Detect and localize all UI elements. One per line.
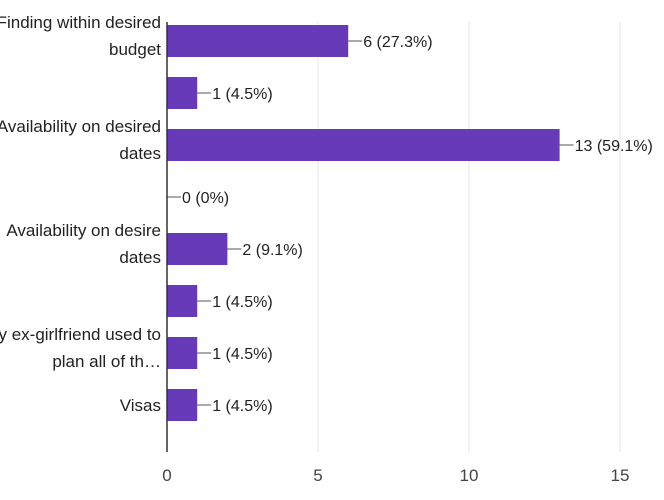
data-label: 2 (9.1%)	[242, 242, 302, 259]
category-label: Visas	[120, 396, 161, 415]
x-tick-label: 5	[313, 466, 322, 485]
category-label-line: Availability on desire	[6, 221, 161, 240]
bar	[167, 233, 228, 265]
category-label-line: budget	[109, 40, 161, 59]
x-tick-label: 0	[162, 466, 171, 485]
bar	[167, 77, 198, 109]
category-labels: Finding within desired budget Availability…	[0, 13, 161, 415]
data-label: 1 (4.5%)	[212, 86, 272, 103]
x-tick-label: 15	[611, 466, 630, 485]
data-label: 1 (4.5%)	[212, 294, 272, 311]
category-label-line: dates	[119, 248, 161, 267]
data-label: 6 (27.3%)	[363, 34, 432, 51]
category-label: Finding within desired budget	[0, 13, 161, 59]
data-label: 1 (4.5%)	[212, 398, 272, 415]
category-label-line: dates	[119, 144, 161, 163]
bar	[167, 285, 198, 317]
bar	[167, 129, 560, 161]
category-label: Availability on desire dates	[6, 221, 161, 267]
category-label-line: plan all of th…	[52, 352, 161, 371]
category-label-line: My ex-girlfriend used to	[0, 325, 161, 344]
bars: 6 (27.3%) 1 (4.5%) 13 (59.1%) 0 (0%) 2 (9.1%…	[167, 25, 653, 421]
category-label-line: Visas	[120, 396, 161, 415]
bar	[167, 337, 198, 369]
data-label: 0 (0%)	[182, 190, 229, 207]
bar	[167, 25, 349, 57]
category-label: Availability on desired dates	[0, 117, 161, 163]
x-tick-label: 10	[460, 466, 479, 485]
gridlines	[317, 22, 621, 452]
data-label: 1 (4.5%)	[212, 346, 272, 363]
bar	[167, 389, 198, 421]
category-label-line: Availability on desired	[0, 117, 161, 136]
x-axis-tick-labels: 0 5 10 15	[162, 466, 629, 485]
category-label: My ex-girlfriend used to plan all of th…	[0, 325, 161, 371]
data-label: 13 (59.1%)	[575, 138, 653, 155]
category-label-line: Finding within desired	[0, 13, 161, 32]
